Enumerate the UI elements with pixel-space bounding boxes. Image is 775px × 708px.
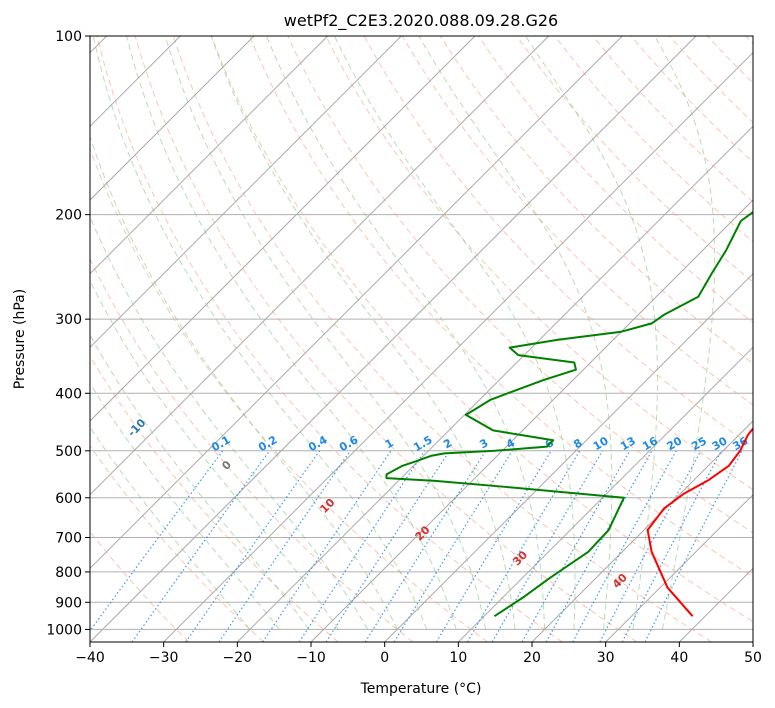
x-axis-ticks: −40 −30 −20 −10 0 10 20 30 40 50 [75,642,762,666]
isotherm-line [90,36,550,496]
dry-adiabat-line [172,36,712,642]
mixing-ratio-line [572,450,677,642]
y-tick-label: 700 [55,531,82,547]
x-tick-label: −10 [296,650,326,666]
moist-adiabat-line [418,36,613,630]
y-tick-label: 100 [55,29,82,45]
dry-adiabat-line [592,36,753,203]
moist-adiabat-line [126,36,457,630]
dry-adiabat-line [96,36,563,642]
x-tick-label: 20 [523,650,541,666]
y-tick-label: 200 [55,208,82,224]
isotherm-line [90,36,623,570]
mixing-ratio-line [545,450,653,642]
isotherm-line [236,125,753,642]
y-tick-label: 1000 [46,622,82,638]
mixing-ratio-line [262,450,392,642]
plot-frame [89,35,754,643]
dry-adiabat-line [90,257,414,642]
dry-adiabat-line [630,36,753,163]
x-tick-label: −30 [149,650,179,666]
y-tick-label: 500 [55,444,82,460]
moist-adiabat-line [654,36,716,630]
isotherm-line [457,346,753,642]
mixing-ratio-line [521,450,631,642]
isotherm-line [90,36,476,422]
moist-adiabat-line [90,382,280,630]
isotherm-line [90,36,255,201]
isotherm-line [605,493,753,642]
x-tick-label: 0 [380,650,389,666]
chart-title: wetPf2_C2E3.2020.088.09.28.G26 [284,11,558,31]
isotherm-line [90,36,697,642]
x-tick-label: −20 [223,650,253,666]
profile-series [385,210,753,618]
dry-adiabat-line [90,444,264,642]
moist-adiabat-line [210,36,516,630]
dry-adiabat-line [478,36,753,324]
isotherm-line [90,36,402,349]
mixing-ratio-line [298,450,426,642]
mixing-ratio-line [599,450,702,642]
x-tick-label: 10 [449,650,467,666]
dewpoint-line [385,210,753,618]
dry-adiabat-line [249,36,753,578]
mixing-ratio-line [218,450,351,642]
x-tick-label: 30 [597,650,615,666]
mixing-ratio-line [325,450,451,642]
x-tick-label: 40 [670,650,688,666]
dry-adiabat-line [134,36,638,642]
mixing-ratio-line [90,450,224,632]
mixing-ratio-line [644,450,743,642]
y-tick-label: 300 [55,312,82,328]
moist-adiabat-line [333,36,576,630]
dry-adiabat-line [211,36,753,623]
moist-adiabat-line [90,334,310,630]
dry-adiabat-line [363,36,753,448]
mixing-ratio-line [364,450,487,642]
dry-adiabat-line [401,36,753,406]
x-axis-label: Temperature (°C) [360,681,482,697]
y-tick-label: 900 [55,595,82,611]
dry-adiabat-line [516,36,753,283]
moist-adiabat-line [164,36,487,630]
isotherm-line [163,51,753,642]
y-axis-ticks: 100 200 300 400 500 600 700 800 900 1000 [46,29,90,638]
moist-adiabat-line [90,215,369,630]
y-tick-label: 400 [55,386,82,402]
moist-adiabat-line [90,135,398,630]
y-tick-label: 600 [55,491,82,507]
background-lines [90,36,753,642]
isotherm-line [90,36,329,275]
moist-adiabat-line [90,426,251,630]
x-tick-label: 50 [744,650,762,666]
moist-adiabat-line [90,279,339,630]
x-tick-label: −40 [75,650,105,666]
moist-adiabat-line [525,36,658,630]
y-axis-label: Pressure (hPa) [12,289,28,389]
isotherm-line [384,272,753,642]
isotherm-line [531,420,753,642]
temperature-line [646,427,753,617]
mixing-ratio-line [131,450,271,642]
mixing-ratio-line [435,450,552,642]
moist-adiabat-line [266,36,546,630]
moist-adiabat-line [92,36,428,630]
mixing-ratio-line [185,450,321,642]
y-tick-label: 800 [55,565,82,581]
